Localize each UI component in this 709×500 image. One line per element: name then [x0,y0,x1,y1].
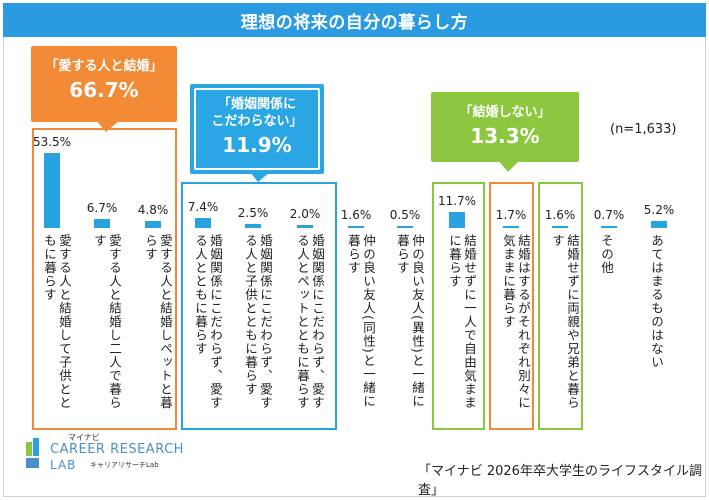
value-label-7: 1.6% [340,208,372,222]
group-box-no-marriage-family [538,182,583,430]
bar-4 [195,218,211,228]
logo-mark-icon [26,438,39,468]
logo-top-text: マイナビ [68,433,100,442]
category-label-4: 婚姻関係にこだわらず、愛する人とともに暮らす [193,234,223,410]
value-label-5: 2.5% [237,206,269,220]
category-label-7: 仲の良い友人(同性)と一緒に暮らす [346,234,376,408]
bar-2 [94,219,110,228]
callout-married: 「愛する人と結婚」 66.7% [31,46,177,122]
source-label: 「マイナビ 2026年卒大学生のライフスタイル調査」 [418,464,702,498]
sample-size-label: (n=1,633) [610,122,677,137]
value-label-9: 11.7% [437,194,477,208]
callout-married-percent: 66.7% [69,78,139,102]
category-label-8: 仲の良い友人(異性)と一緒に暮らす [395,234,425,408]
category-label-1: 愛する人と結婚して子供とともに暮らす [42,234,72,410]
category-label-12: その他 [599,234,614,275]
group-box-no-matter [181,182,337,430]
bar-12 [601,226,617,228]
callout-married-pointer [96,120,120,132]
bar-6 [297,225,313,228]
value-label-6: 2.0% [289,207,321,221]
callout-no-matter-pointer [250,172,270,182]
bar-3 [145,221,161,228]
group-box-no-marriage-alone [432,182,485,430]
bar-5 [245,224,261,228]
category-label-10: 結婚はするがそれぞれ別々に気ままに暮らす [501,234,531,410]
bar-10 [503,226,519,228]
callout-no-matter-caption-2: こだわらない」 [211,114,303,129]
group-box-married-separate [489,182,534,430]
bar-13 [651,221,667,228]
callout-no-marriage: 「結婚しない」 13.3% [431,92,579,162]
career-research-lab-logo: マイナビ CAREER RESEARCH LAB キャリアリサーチLab [24,432,184,488]
logo-line2: LAB [50,458,77,472]
value-label-13: 5.2% [643,203,675,217]
callout-no-matter-percent: 11.9% [222,133,292,157]
bar-11 [552,226,568,228]
chart-title: 理想の将来の自分の暮らし方 [3,3,706,37]
logo-sub: キャリアリサーチLab [90,461,159,469]
callout-married-caption: 「愛する人と結婚」 [45,59,163,74]
logo-line1: CAREER RESEARCH [50,442,184,457]
bar-9 [449,212,465,228]
category-label-3: 愛する人と結婚しペットと暮らす [143,234,173,410]
category-label-5: 婚姻関係にこだわらず、愛する人と子供とともに暮らす [243,234,273,410]
bar-7 [348,226,364,228]
value-label-12: 0.7% [593,208,625,222]
category-label-13: あてはまるものはない [649,234,664,369]
callout-no-marriage-pointer [498,160,520,172]
value-label-3: 4.8% [137,203,169,217]
callout-no-matter-caption-1: 「婚姻関係に [217,97,296,112]
value-label-4: 7.4% [187,200,219,214]
category-label-2: 愛する人と結婚し二人で暮らす [92,234,122,410]
value-label-10: 1.7% [495,208,527,222]
callout-no-matter: 「婚姻関係に こだわらない」 11.9% [190,84,324,174]
callout-no-marriage-caption: 「結婚しない」 [459,105,551,120]
bar-1 [44,153,60,228]
value-label-8: 0.5% [389,208,421,222]
value-label-2: 6.7% [86,201,118,215]
value-label-1: 53.5% [32,135,72,149]
category-label-9: 結婚せずに一人で自由気ままに暮らす [447,234,477,410]
value-label-11: 1.6% [544,208,576,222]
category-label-6: 婚姻関係にこだわらず、愛する人とペットとともに暮らす [295,234,325,410]
bar-8 [397,226,413,228]
category-label-11: 結婚せずに両親や兄弟と暮らす [550,234,580,410]
callout-no-marriage-percent: 13.3% [470,124,540,148]
